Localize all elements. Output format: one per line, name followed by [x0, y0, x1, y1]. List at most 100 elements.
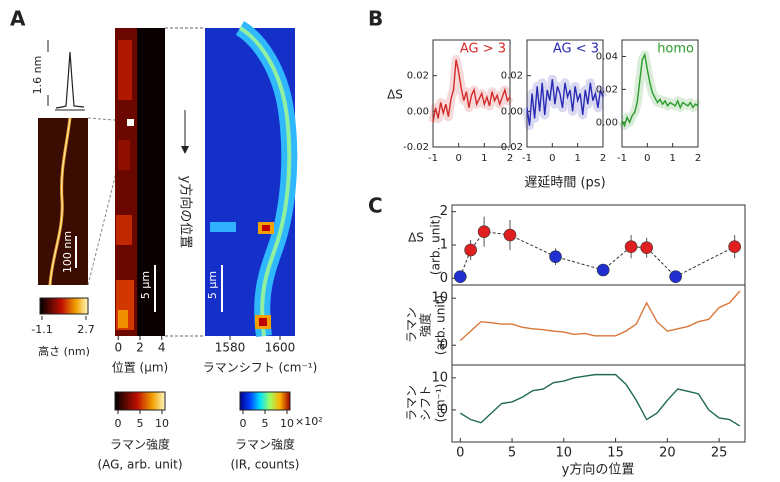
x-tick-label: -1: [617, 153, 627, 164]
x-tick-label: -1: [428, 153, 438, 164]
x-tick-label: 0: [114, 341, 122, 355]
height-profile: 1.6 nm: [31, 40, 85, 111]
y-tick-label: 0.00: [596, 117, 618, 128]
counts-colorbar: [239, 391, 291, 411]
x-tick-label: 20: [659, 446, 676, 461]
point: [728, 240, 741, 253]
x-tick-label: 1: [481, 153, 487, 164]
map-xlabel: 位置 (μm): [112, 360, 169, 375]
colorbar-tick-label: 0: [240, 417, 247, 430]
map-ylabel: y方向の位置: [178, 176, 194, 249]
colorbar-tick-label: 5: [137, 417, 144, 430]
plot-frame: [451, 364, 746, 443]
y-tick-label: 0: [440, 402, 448, 417]
y-axis-label: ラマン: [405, 385, 419, 421]
spectral-scale: 5 μm: [206, 271, 219, 299]
series-label: homo: [657, 42, 694, 57]
x-tick-label: 0: [456, 446, 464, 461]
point: [549, 250, 562, 263]
colorbar-tick-label: 2.7: [77, 323, 95, 336]
y-tick-label: 0.02: [596, 84, 618, 95]
y-axis-label: 強度: [418, 313, 433, 337]
y-tick-label: 0.00: [501, 106, 523, 117]
y-tick-label: -0.02: [497, 142, 523, 153]
y-tick-label: 0.02: [407, 71, 429, 82]
plot-frame: [526, 39, 604, 148]
panel-label: C: [368, 194, 383, 218]
colorbar-unit: ×10²: [295, 415, 323, 428]
line: [432, 59, 511, 123]
plot-frame: [432, 39, 511, 148]
line: [621, 52, 699, 128]
plot-frame: [621, 39, 699, 148]
line-band: [428, 55, 514, 123]
line: [459, 290, 741, 342]
y-axis-label: (cm⁻¹): [434, 384, 448, 423]
x-tick-label: 0: [455, 153, 461, 164]
x-tick-label: -1: [522, 153, 532, 164]
x-tick-label: 2: [136, 341, 144, 355]
colorbar-tick-label: -1.1: [31, 323, 52, 336]
x-tick-label: 25: [711, 446, 728, 461]
colorbar-tick-label: 0: [115, 417, 122, 430]
y-tick-label: 10: [431, 370, 448, 385]
afm-colorbar: [39, 297, 89, 315]
map-scale: 5 μm: [139, 271, 152, 299]
x-tick-label: 1580: [215, 341, 246, 355]
spectral-map: 5 μm: [205, 21, 298, 338]
y-axis-label: (arb. unit): [434, 295, 448, 355]
raman-map: 5 μm y方向の位置: [115, 27, 205, 337]
x-tick-label: 4: [158, 341, 166, 355]
x-tick-label: 5: [508, 446, 516, 461]
y-tick-label: 0.04: [596, 51, 618, 62]
point: [596, 263, 610, 277]
connector-line: [459, 231, 735, 278]
x-tick-label: 1: [574, 153, 580, 164]
point: [477, 225, 491, 238]
x-tick-label: 1600: [265, 341, 296, 355]
profile-height: 1.6 nm: [31, 56, 44, 95]
point: [453, 270, 467, 283]
panel-label: A: [10, 7, 26, 31]
series-label: AG > 3: [460, 42, 506, 57]
y-tick-label: 1: [440, 238, 448, 253]
plot-frame: [451, 284, 746, 366]
point: [503, 228, 517, 242]
line: [526, 79, 604, 126]
afm-colorbar-label: 高さ (nm): [38, 344, 90, 358]
y-axis-label: (arb. unit): [429, 215, 443, 275]
point: [464, 243, 477, 257]
spectral-xlabel: ラマンシフト (cm⁻¹): [203, 361, 318, 375]
colorbar-label: ラマン強度: [235, 437, 295, 452]
afm-scale: 100 nm: [61, 231, 74, 273]
x-tick-label: 2: [507, 153, 513, 164]
y-tick-label: 0: [440, 338, 448, 353]
panel-label: B: [368, 7, 383, 31]
x-axis-label: 遅延時間 (ps): [524, 176, 605, 191]
colorbar-sublabel: (AG, arb. unit): [97, 458, 182, 472]
point: [640, 241, 653, 254]
colorbar-tick-label: 5: [262, 417, 269, 430]
x-axis-label: y方向の位置: [562, 462, 635, 478]
colorbar-tick-label: 10: [280, 417, 294, 430]
x-tick-label: 10: [556, 446, 573, 461]
line: [459, 373, 741, 427]
afm-image: 100 nm: [38, 117, 129, 286]
x-tick-label: 0: [549, 153, 555, 164]
intensity-colorbar: [114, 391, 166, 411]
x-tick-label: 15: [607, 446, 624, 461]
x-tick-label: 0: [644, 153, 650, 164]
y-axis-label: ΔS: [387, 88, 403, 102]
y-axis-label: シフト: [419, 385, 433, 421]
y-tick-label: 0: [440, 271, 448, 286]
colorbar-label: ラマン強度: [110, 437, 170, 452]
y-tick-label: 10: [431, 291, 448, 306]
colorbar-tick-label: 10: [155, 417, 169, 430]
point: [669, 270, 682, 283]
point: [624, 240, 638, 253]
x-tick-label: 2: [600, 153, 606, 164]
y-tick-label: 0.02: [501, 71, 523, 82]
colorbar-sublabel: (IR, counts): [231, 458, 300, 472]
